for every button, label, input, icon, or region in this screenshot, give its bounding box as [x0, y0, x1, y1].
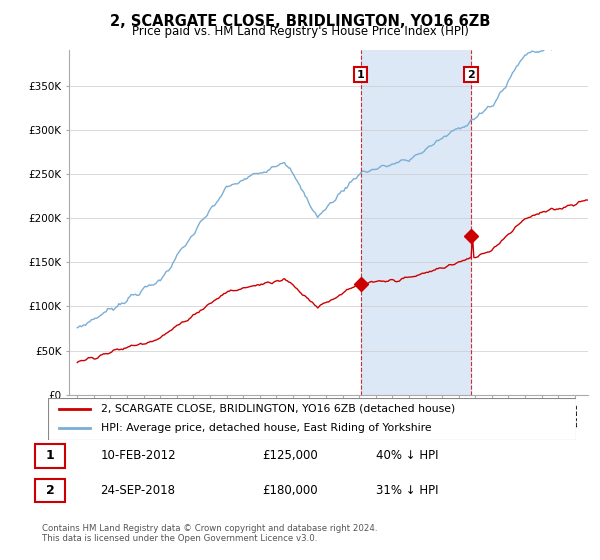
Text: Contains HM Land Registry data © Crown copyright and database right 2024.
This d: Contains HM Land Registry data © Crown c… — [42, 524, 377, 543]
Text: 2: 2 — [467, 69, 475, 80]
Text: 1: 1 — [357, 69, 365, 80]
Text: Price paid vs. HM Land Registry's House Price Index (HPI): Price paid vs. HM Land Registry's House … — [131, 25, 469, 38]
Text: 2, SCARGATE CLOSE, BRIDLINGTON, YO16 6ZB: 2, SCARGATE CLOSE, BRIDLINGTON, YO16 6ZB — [110, 14, 490, 29]
Text: £125,000: £125,000 — [262, 450, 318, 463]
Text: £180,000: £180,000 — [262, 484, 318, 497]
Text: 24-SEP-2018: 24-SEP-2018 — [100, 484, 175, 497]
Text: 2, SCARGATE CLOSE, BRIDLINGTON, YO16 6ZB (detached house): 2, SCARGATE CLOSE, BRIDLINGTON, YO16 6ZB… — [101, 404, 455, 414]
Bar — [35, 444, 65, 468]
Text: 2: 2 — [46, 484, 55, 497]
Text: HPI: Average price, detached house, East Riding of Yorkshire: HPI: Average price, detached house, East… — [101, 423, 431, 433]
Bar — [361, 50, 471, 395]
Text: 1: 1 — [46, 450, 55, 463]
Text: 10-FEB-2012: 10-FEB-2012 — [100, 450, 176, 463]
Bar — [35, 479, 65, 502]
Text: 31% ↓ HPI: 31% ↓ HPI — [376, 484, 438, 497]
Text: 40% ↓ HPI: 40% ↓ HPI — [376, 450, 438, 463]
